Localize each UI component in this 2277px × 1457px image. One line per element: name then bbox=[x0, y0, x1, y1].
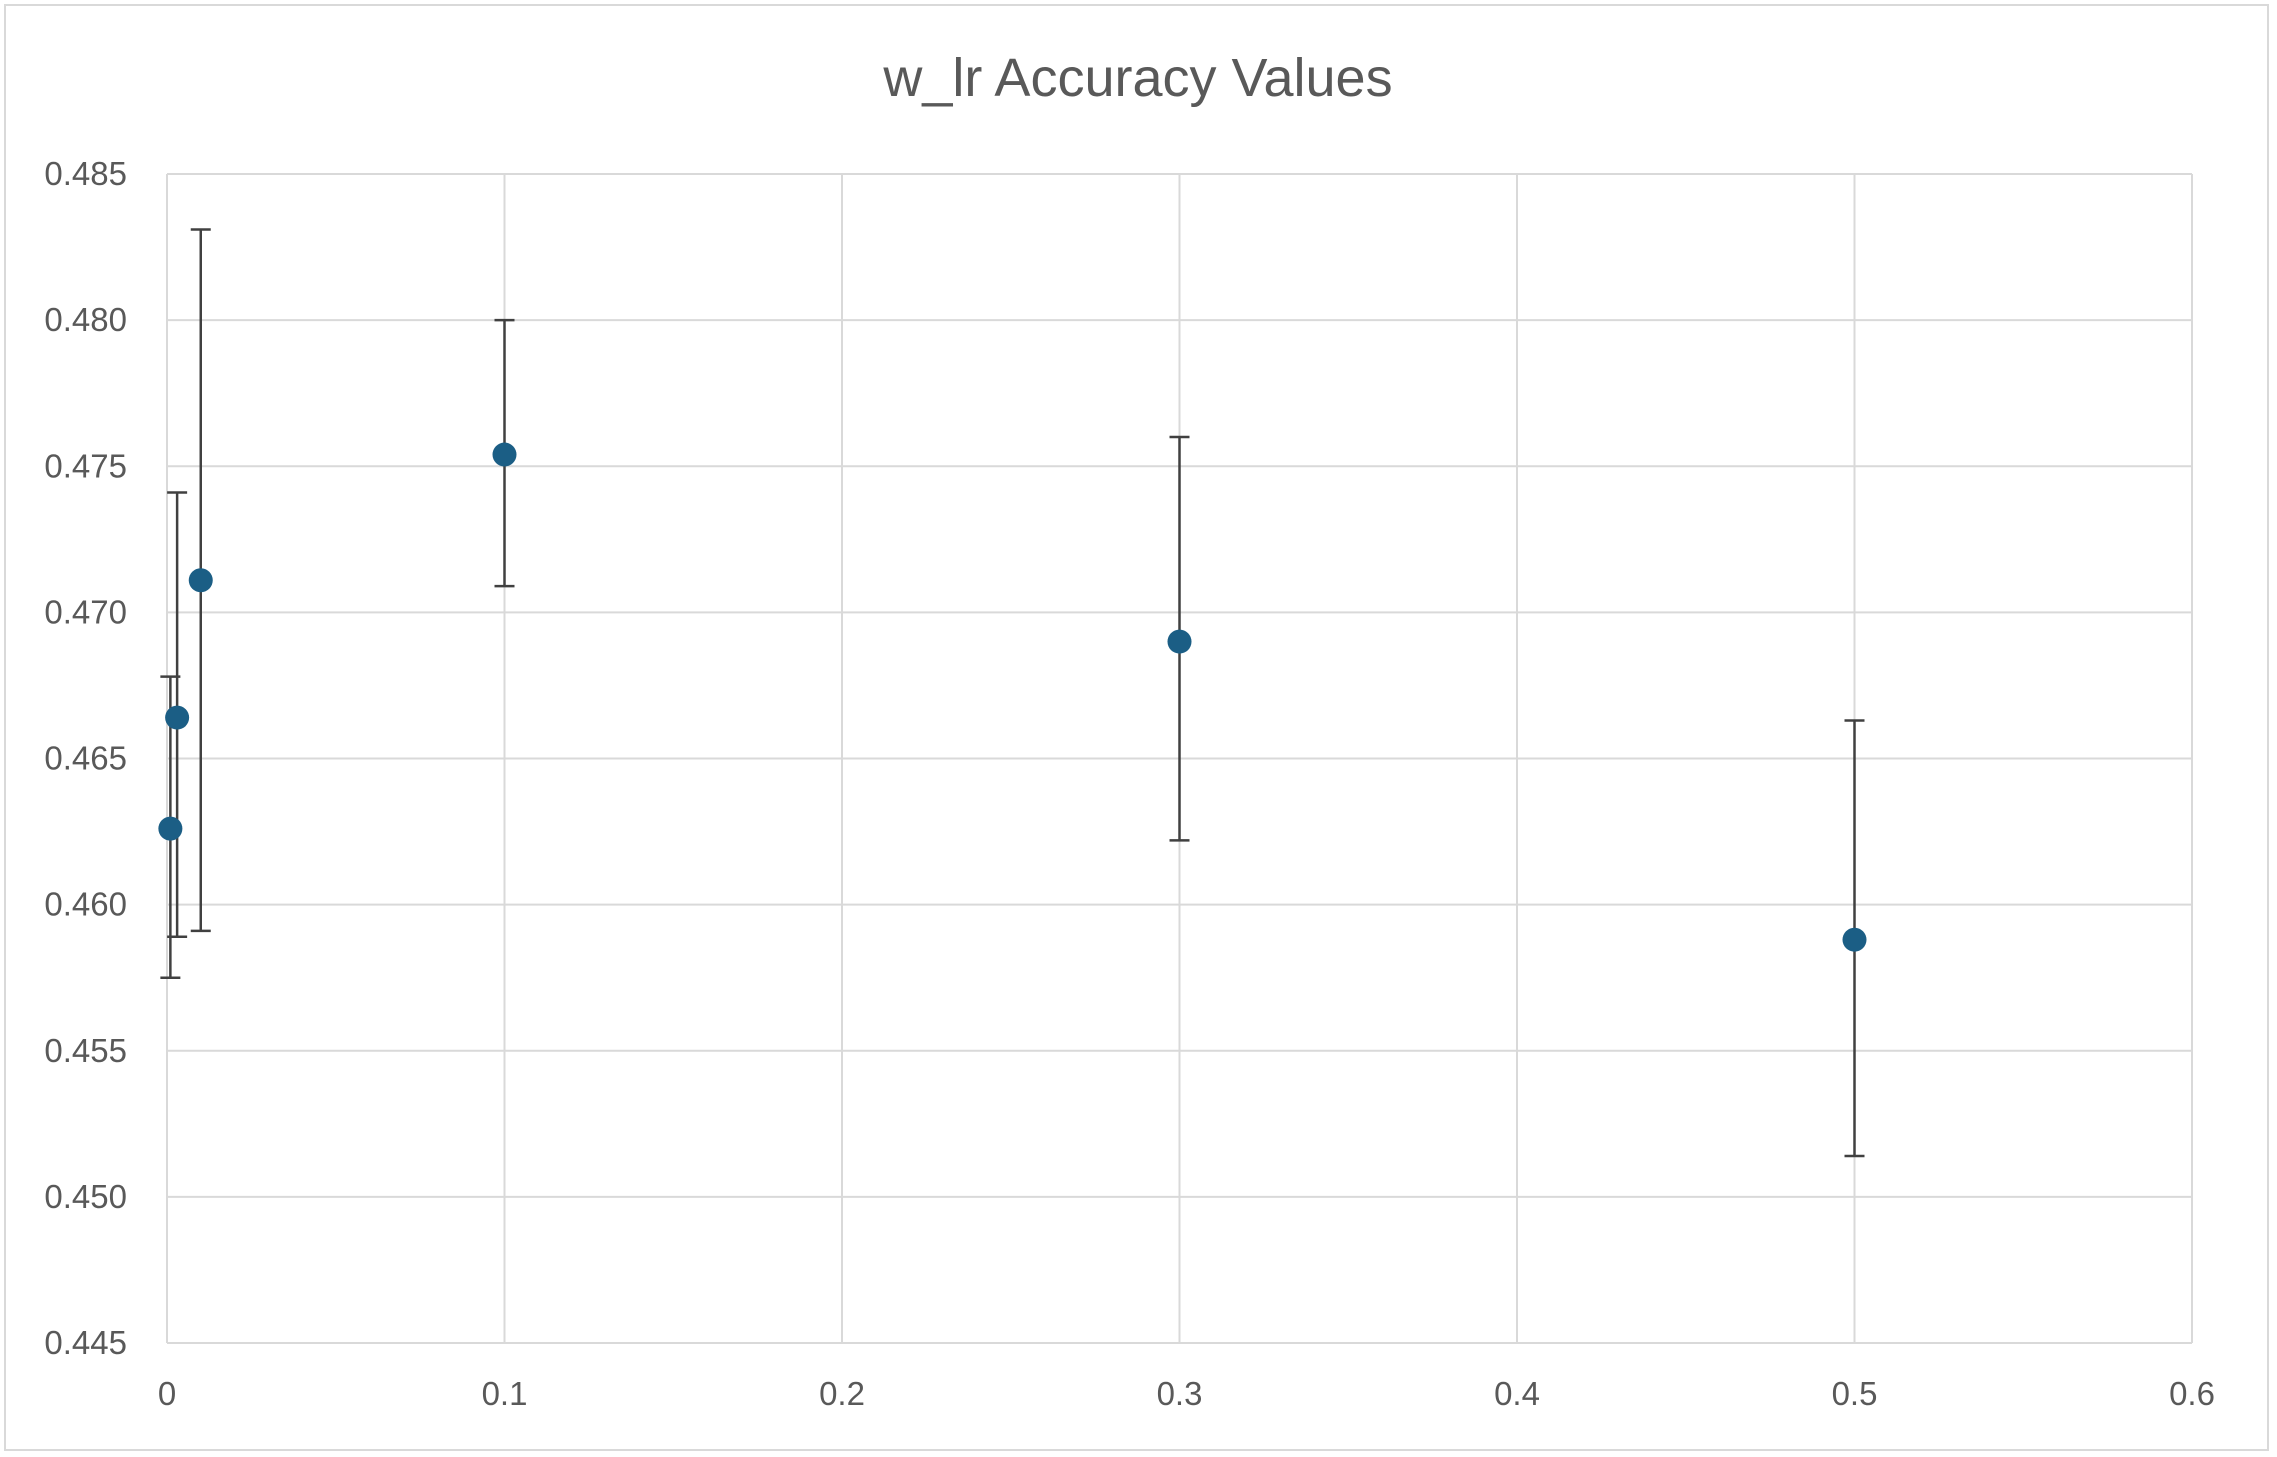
x-tick-label: 0.2 bbox=[819, 1375, 865, 1412]
x-tick-label: 0.3 bbox=[1157, 1375, 1203, 1412]
x-axis-ticks: 0 0.1 0.2 0.3 0.4 0.5 0.6 bbox=[158, 1375, 2215, 1412]
error-bars bbox=[160, 228, 1865, 1158]
chart-frame bbox=[4, 4, 2269, 1451]
data-point bbox=[492, 442, 517, 467]
x-tick-label: 0 bbox=[158, 1375, 176, 1412]
y-tick-label: 0.460 bbox=[44, 886, 127, 923]
y-tick-label: 0.480 bbox=[44, 301, 127, 338]
data-point bbox=[165, 705, 190, 730]
grid bbox=[166, 173, 2193, 1344]
x-tick-label: 0.5 bbox=[1832, 1375, 1878, 1412]
data-point bbox=[1842, 927, 1867, 952]
data-points bbox=[158, 442, 1867, 952]
x-tick-label: 0.6 bbox=[2169, 1375, 2215, 1412]
data-point bbox=[188, 568, 213, 593]
x-tick-label: 0.1 bbox=[482, 1375, 528, 1412]
y-tick-label: 0.475 bbox=[44, 447, 127, 484]
chart-title: w_lr Accuracy Values bbox=[882, 48, 1392, 108]
y-tick-label: 0.455 bbox=[44, 1032, 127, 1069]
data-point bbox=[1167, 629, 1192, 654]
x-tick-label: 0.4 bbox=[1494, 1375, 1540, 1412]
y-tick-label: 0.485 bbox=[44, 155, 127, 192]
y-tick-label: 0.465 bbox=[44, 740, 127, 777]
y-axis-ticks: 0.445 0.450 0.455 0.460 0.465 0.470 0.475 0.480… bbox=[44, 155, 127, 1361]
y-tick-label: 0.445 bbox=[44, 1324, 127, 1361]
y-tick-label: 0.470 bbox=[44, 593, 127, 630]
y-tick-label: 0.450 bbox=[44, 1178, 127, 1215]
data-point bbox=[158, 816, 183, 841]
